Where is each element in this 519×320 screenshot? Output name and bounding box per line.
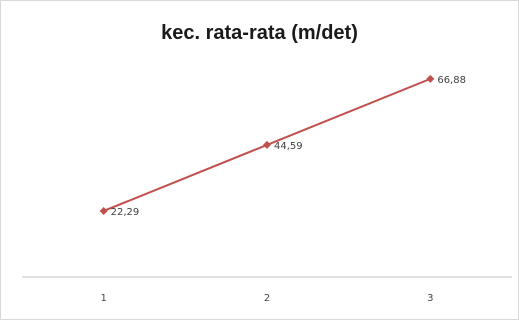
data-point-marker: [426, 74, 435, 83]
chart-title: kec. rata-rata (m/det): [161, 22, 358, 44]
data-labels: 22,29 44,59 66,88: [111, 75, 466, 218]
data-point-marker: [99, 206, 108, 215]
series-group: [99, 74, 435, 215]
data-label: 44,59: [274, 141, 303, 152]
x-tick-label: 3: [427, 293, 433, 304]
x-tick-labels: 1 2 3: [100, 293, 433, 304]
data-label: 66,88: [437, 75, 466, 86]
x-tick-label: 2: [264, 293, 270, 304]
x-tick-label: 1: [100, 293, 106, 304]
data-point-marker: [263, 140, 271, 149]
data-label: 22,29: [111, 207, 140, 218]
